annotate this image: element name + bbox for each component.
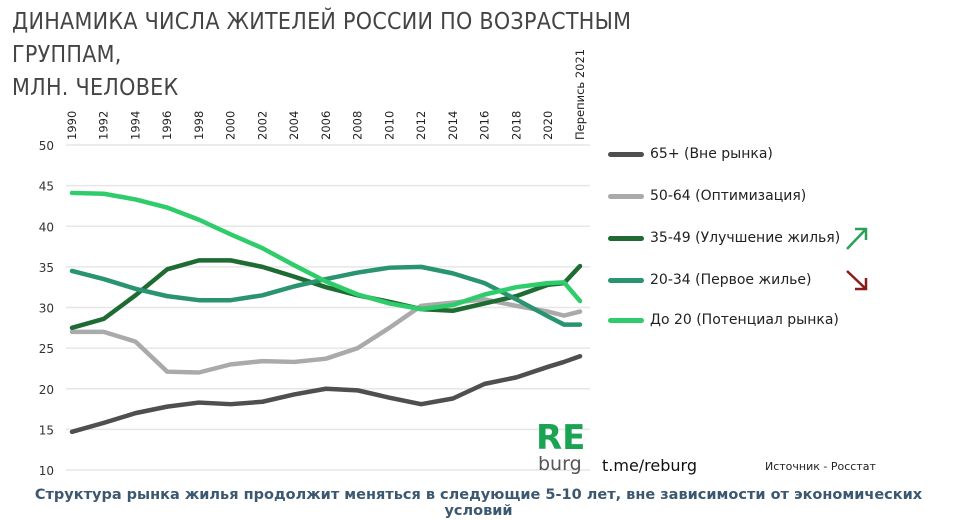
x-tick-label: 2012 [414, 111, 428, 140]
x-tick-label: 2002 [255, 111, 269, 140]
x-tick-label: 2016 [478, 111, 492, 140]
x-tick-label: 2010 [382, 111, 396, 140]
series-line [69, 264, 583, 327]
series-line [69, 297, 583, 375]
logo-sub: burg [538, 453, 582, 475]
y-tick-label: 15 [39, 423, 54, 437]
logo: RE [536, 418, 586, 458]
x-tick-label: 2014 [446, 111, 460, 140]
series-line [69, 190, 583, 312]
x-tick-label: Перепись 2021 [573, 49, 587, 140]
trend-down-arrow-icon [846, 270, 868, 291]
legend-swatch [608, 151, 644, 157]
y-tick-label: 25 [39, 342, 54, 356]
legend-label: 65+ (Вне рынка) [650, 146, 773, 162]
x-tick-label: 1994 [128, 111, 142, 140]
x-tick-label: 2020 [541, 111, 555, 140]
legend-swatch [608, 317, 644, 323]
footer-caption: Структура рынка жилья продолжит меняться… [34, 487, 923, 519]
x-tick-label: 1998 [192, 111, 206, 140]
y-tick-label: 10 [39, 464, 54, 478]
x-tick-label: 2018 [509, 111, 523, 140]
x-tick-label: 2004 [287, 111, 301, 140]
x-tick-label: 1992 [97, 111, 111, 140]
y-tick-label: 40 [39, 220, 54, 234]
legend-label: 50-64 (Оптимизация) [650, 188, 807, 204]
legend-swatch [608, 193, 644, 199]
series-line [69, 258, 583, 331]
y-tick-label: 50 [39, 139, 54, 153]
telegram-link[interactable]: t.me/reburg [602, 456, 697, 475]
y-tick-label: 30 [39, 302, 54, 316]
y-tick-label: 35 [39, 261, 54, 275]
y-tick-label: 20 [39, 383, 54, 397]
trend-up-arrow-icon [846, 227, 868, 250]
legend-label: До 20 (Потенциал рынка) [650, 312, 839, 328]
series-line [69, 354, 583, 435]
chart-title: ДИНАМИКА ЧИСЛА ЖИТЕЛЕЙ РОССИИ ПО ВОЗРАСТ… [12, 6, 732, 105]
x-tick-label: 2000 [224, 111, 238, 140]
legend-swatch [608, 235, 644, 241]
title-line-1: ДИНАМИКА ЧИСЛА ЖИТЕЛЕЙ РОССИИ ПО ВОЗРАСТ… [12, 9, 632, 68]
x-tick-label: 1990 [65, 111, 79, 140]
x-tick-label: 2006 [319, 111, 333, 140]
legend-item: 65+ (Вне рынка) [608, 146, 773, 162]
legend-label: 20-34 (Первое жилье) [650, 272, 812, 288]
legend-swatch [608, 277, 644, 283]
x-tick-label: 2008 [351, 111, 365, 140]
legend-item: До 20 (Потенциал рынка) [608, 312, 839, 328]
legend-item: 20-34 (Первое жилье) [608, 272, 812, 288]
legend-item: 50-64 (Оптимизация) [608, 188, 806, 204]
y-tick-label: 45 [39, 180, 54, 194]
legend-label: 35-49 (Улучшение жилья) [650, 230, 841, 246]
legend-item: 35-49 (Улучшение жилья) [608, 230, 840, 246]
source-note: Источник - Росстат [765, 460, 876, 473]
x-tick-label: 1996 [160, 111, 174, 140]
title-line-2: МЛН. ЧЕЛОВЕК [12, 75, 179, 101]
